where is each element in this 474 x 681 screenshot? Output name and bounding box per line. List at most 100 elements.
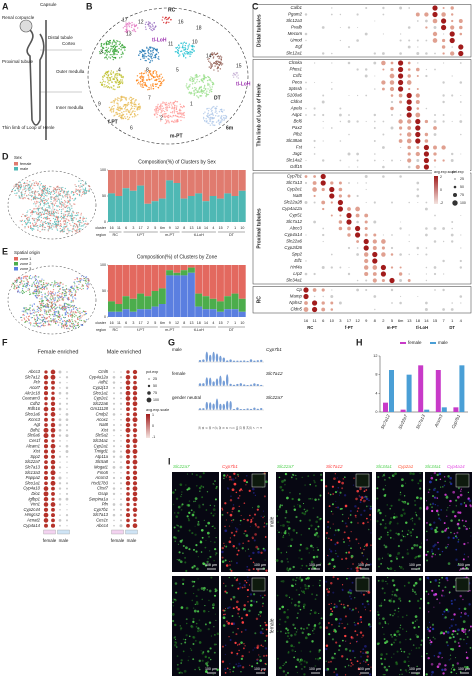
cell-dot (178, 112, 180, 114)
signal (192, 585, 195, 587)
cell-dot (21, 283, 23, 285)
cell-dot (108, 83, 110, 85)
stack-bar (224, 296, 232, 310)
stack-bar (173, 170, 181, 183)
cell-dot (122, 46, 124, 48)
expr-dot (425, 247, 428, 249)
cell-dot (111, 105, 114, 108)
cell-dot (87, 190, 89, 192)
violin (202, 408, 205, 410)
cell-dot (113, 54, 115, 56)
label: avg.exp.scale (434, 170, 456, 174)
cell-dot (54, 297, 56, 299)
cell-dot (77, 225, 79, 227)
cell-dot (164, 122, 167, 125)
cell-dot (37, 190, 39, 193)
cell-dot (116, 80, 118, 82)
cell-dot (47, 205, 50, 207)
expr-dot (133, 502, 137, 507)
gene-label: Mogat1 (94, 465, 108, 470)
cell-dot (150, 50, 152, 53)
cell-dot (196, 95, 198, 97)
expr-dot (451, 75, 453, 77)
expr-dot (113, 386, 115, 389)
label: 14 (204, 321, 208, 325)
signal (232, 544, 234, 546)
cell-dot (39, 198, 42, 200)
expr-dot (133, 444, 137, 448)
stack-bar (144, 265, 152, 297)
cell-dot (145, 72, 147, 74)
cell-dot (69, 196, 71, 198)
signal (235, 528, 239, 531)
cell-dot (85, 282, 87, 284)
cell-dot (71, 218, 73, 220)
cell-dot (196, 91, 199, 94)
label: Distal tubule (48, 35, 73, 40)
cell-dot (53, 306, 55, 308)
expr-dot (312, 288, 317, 292)
cell-dot (224, 114, 227, 117)
cell-dot (73, 192, 75, 194)
cell-dot (57, 193, 59, 195)
signal (195, 602, 199, 606)
expr-dot (389, 277, 395, 284)
bar (435, 370, 441, 412)
expr-dot (373, 127, 376, 129)
cell-dot (56, 200, 59, 202)
expr-dot (373, 52, 376, 55)
cell-dot (39, 308, 41, 311)
signal (205, 662, 208, 665)
cell-dot (80, 212, 82, 214)
cell-dot (101, 82, 103, 84)
cell-dot (60, 204, 63, 206)
cell-dot (29, 284, 31, 287)
cell-dot (123, 96, 125, 98)
cell-dot (48, 282, 50, 284)
expr-dot (125, 481, 131, 486)
cell-dot (119, 79, 122, 81)
expr-dot (132, 412, 138, 417)
expr-dot (51, 491, 55, 496)
expr-dot (58, 418, 62, 422)
signal (177, 529, 180, 532)
label: pct.exp (452, 170, 464, 174)
cell-dot (193, 80, 195, 83)
cell-dot (60, 224, 62, 226)
cell-dot (51, 228, 53, 230)
signal (235, 663, 238, 666)
cell-dot (129, 102, 132, 104)
cell-dot (38, 219, 40, 221)
signal (212, 606, 215, 609)
expr-dot (373, 201, 376, 204)
signal (192, 607, 195, 609)
expr-dot (331, 81, 333, 84)
label: 8 (183, 226, 185, 230)
expr-dot (126, 433, 130, 438)
cell-dot (64, 317, 66, 319)
cell-dot (37, 216, 39, 218)
label: 1 (234, 226, 236, 230)
cell-dot (66, 225, 68, 228)
cell-dot (85, 312, 87, 314)
cell-dot (158, 80, 160, 83)
expr-dot (66, 455, 68, 458)
expr-dot (66, 381, 68, 384)
cell-dot (106, 49, 108, 51)
expr-dot (355, 206, 360, 212)
cell-dot (116, 73, 118, 75)
cell-dot (220, 118, 223, 120)
cell-dot (29, 181, 31, 183)
cell-dot (49, 226, 51, 228)
cell-dot (165, 101, 167, 104)
cell-dot (68, 303, 70, 305)
cell-dot (68, 194, 70, 196)
expr-dot (58, 381, 62, 384)
stack-bar (115, 196, 123, 222)
expr-dot (398, 272, 403, 276)
cell-dot (77, 220, 80, 223)
cell-dot (80, 183, 82, 185)
expr-dot (126, 471, 130, 475)
stack-bar (187, 272, 195, 317)
cell-dot (80, 319, 83, 322)
